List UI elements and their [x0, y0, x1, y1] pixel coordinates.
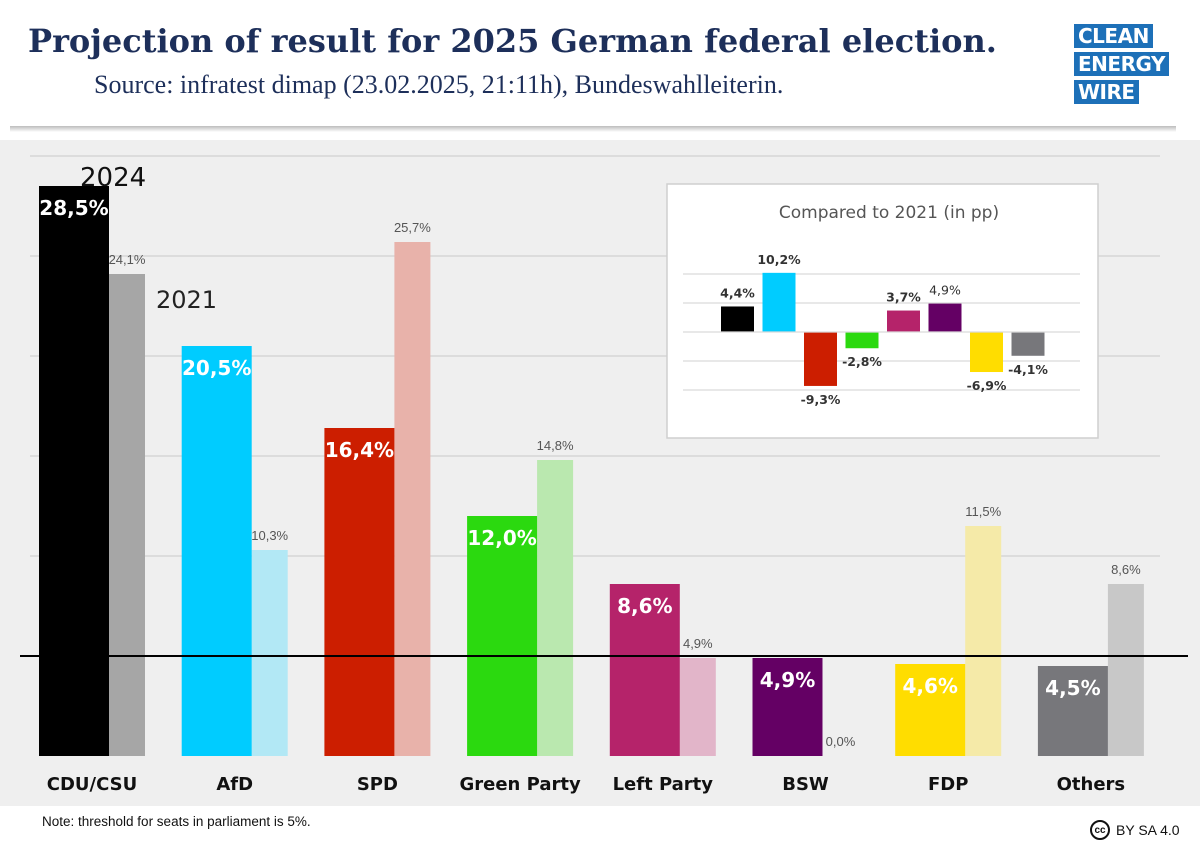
- data-label-2024: 16,4%: [325, 438, 394, 462]
- bar-2024-4: [609, 584, 680, 756]
- x-tick-label: Left Party: [613, 774, 714, 795]
- inset-bar-3: [845, 332, 879, 349]
- inset-data-label: -2,8%: [842, 354, 882, 369]
- series-label-2021: 2021: [156, 286, 217, 314]
- page-title: Projection of result for 2025 German fed…: [28, 22, 997, 60]
- data-label-2024: 4,6%: [902, 674, 957, 698]
- bar-2021-7: [1107, 584, 1144, 756]
- x-tick-label: BSW: [782, 774, 829, 795]
- inset-bar-2: [804, 332, 837, 386]
- header-divider: [10, 126, 1176, 132]
- data-label-2024: 20,5%: [182, 356, 251, 380]
- data-label-2021: 0,0%: [826, 734, 856, 749]
- inset-data-label: 3,7%: [886, 290, 921, 305]
- bar-2021-0: [109, 274, 145, 756]
- data-label-2021: 8,6%: [1111, 562, 1141, 577]
- data-label-2024: 28,5%: [39, 196, 108, 220]
- bar-2021-1: [251, 550, 288, 756]
- bar-2024-2: [324, 428, 395, 756]
- bar-2021-4: [679, 658, 716, 756]
- chart-area: 24,1% 28,5% CDU/CSU 10,3% 20,5% AfD 25,7% 16,4%…: [0, 140, 1200, 806]
- data-label-2021: 11,5%: [965, 504, 1001, 519]
- clean-energy-wire-logo[interactable]: CLEAN ENERGY WIRE: [1074, 24, 1169, 108]
- data-label-2024: 12,0%: [467, 526, 536, 550]
- page-subtitle: Source: infratest dimap (23.02.2025, 21:…: [94, 70, 784, 99]
- inset-bar-7: [1011, 332, 1045, 356]
- data-label-2024: 4,5%: [1045, 676, 1100, 700]
- logo-line-wire: WIRE: [1074, 80, 1139, 104]
- bar-2024-1: [181, 346, 252, 756]
- data-label-2021: 24,1%: [109, 252, 146, 267]
- bar-2021-6: [965, 526, 1002, 756]
- bar-2021-3: [537, 460, 574, 756]
- inset-data-label: -4,1%: [1008, 362, 1048, 377]
- logo-line-energy: ENERGY: [1074, 52, 1169, 76]
- x-tick-label: CDU/CSU: [47, 774, 137, 795]
- cc-icon: cc: [1090, 820, 1110, 840]
- x-tick-label: AfD: [216, 774, 253, 795]
- election-chart: 24,1% 28,5% CDU/CSU 10,3% 20,5% AfD 25,7% 16,4%…: [20, 155, 1188, 795]
- data-label-2024: 4,9%: [760, 668, 815, 692]
- bar-2024-3: [467, 516, 538, 756]
- data-label-2021: 10,3%: [251, 528, 288, 543]
- inset-bar-1: [762, 272, 796, 332]
- license-text: BY SA 4.0: [1116, 822, 1180, 838]
- inset-data-label: 4,9%: [929, 283, 961, 298]
- bar-2024-7: [1037, 666, 1108, 756]
- inset-chart-title: Compared to 2021 (in pp): [779, 203, 999, 223]
- data-label-2021: 25,7%: [394, 220, 431, 235]
- bar-2021-2: [394, 242, 431, 756]
- bar-2024-5: [752, 658, 823, 756]
- inset-data-label: -6,9%: [967, 378, 1007, 393]
- data-label-2024: 8,6%: [617, 594, 672, 618]
- x-tick-label: Green Party: [459, 774, 580, 795]
- logo-line-clean: CLEAN: [1074, 24, 1153, 48]
- x-tick-label: Others: [1057, 774, 1126, 795]
- x-tick-label: SPD: [357, 774, 398, 795]
- data-label-2021: 4,9%: [683, 636, 713, 651]
- footnote: Note: threshold for seats in parliament …: [42, 814, 311, 829]
- inset-bar-4: [887, 310, 920, 332]
- bar-2024-6: [895, 664, 966, 756]
- x-tick-label: FDP: [928, 774, 968, 795]
- series-label-2024: 2024: [80, 163, 146, 193]
- data-label-2021: 14,8%: [537, 438, 574, 453]
- inset-bar-5: [928, 303, 962, 332]
- header: Projection of result for 2025 German fed…: [0, 0, 1200, 136]
- inset-data-label: -9,3%: [801, 392, 841, 407]
- inset-bar-6: [970, 332, 1003, 373]
- inset-data-label: 4,4%: [720, 285, 755, 300]
- inset-data-label: 10,2%: [757, 252, 801, 267]
- license[interactable]: cc BY SA 4.0: [1090, 820, 1180, 840]
- inset-bar-0: [721, 306, 754, 332]
- bar-2024-0: [39, 186, 109, 756]
